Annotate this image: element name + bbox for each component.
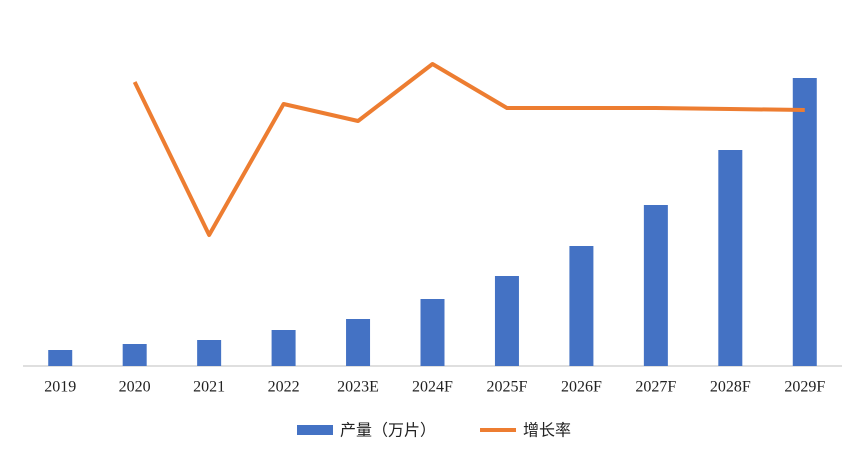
bar xyxy=(494,276,519,366)
bar xyxy=(48,350,73,366)
x-tick-label: 2021 xyxy=(193,379,225,396)
bar xyxy=(271,330,296,366)
bar xyxy=(420,299,445,366)
bar xyxy=(569,246,594,366)
x-tick-label: 2029F xyxy=(784,379,825,396)
x-tick-label: 2022 xyxy=(268,379,300,396)
bar xyxy=(346,319,371,366)
legend-label: 增长率 xyxy=(523,421,571,440)
x-tick-label: 2020 xyxy=(119,379,151,396)
bar xyxy=(643,205,668,366)
x-tick-label: 2028F xyxy=(710,379,751,396)
x-tick-label: 2025F xyxy=(487,379,528,396)
bar xyxy=(792,78,817,366)
x-tick-label: 2024F xyxy=(412,379,453,396)
x-tick-label: 2019 xyxy=(44,379,76,396)
legend: 产量（万片） 增长率 xyxy=(297,421,571,440)
legend-label: 产量（万片） xyxy=(340,421,436,440)
x-tick-label: 2027F xyxy=(635,379,676,396)
bar xyxy=(197,340,222,366)
bar xyxy=(718,150,743,366)
x-tick-label: 2026F xyxy=(561,379,602,396)
x-tick-label: 2023E xyxy=(337,379,379,396)
legend-swatch xyxy=(297,425,333,435)
line xyxy=(132,62,805,237)
bar xyxy=(122,344,147,366)
